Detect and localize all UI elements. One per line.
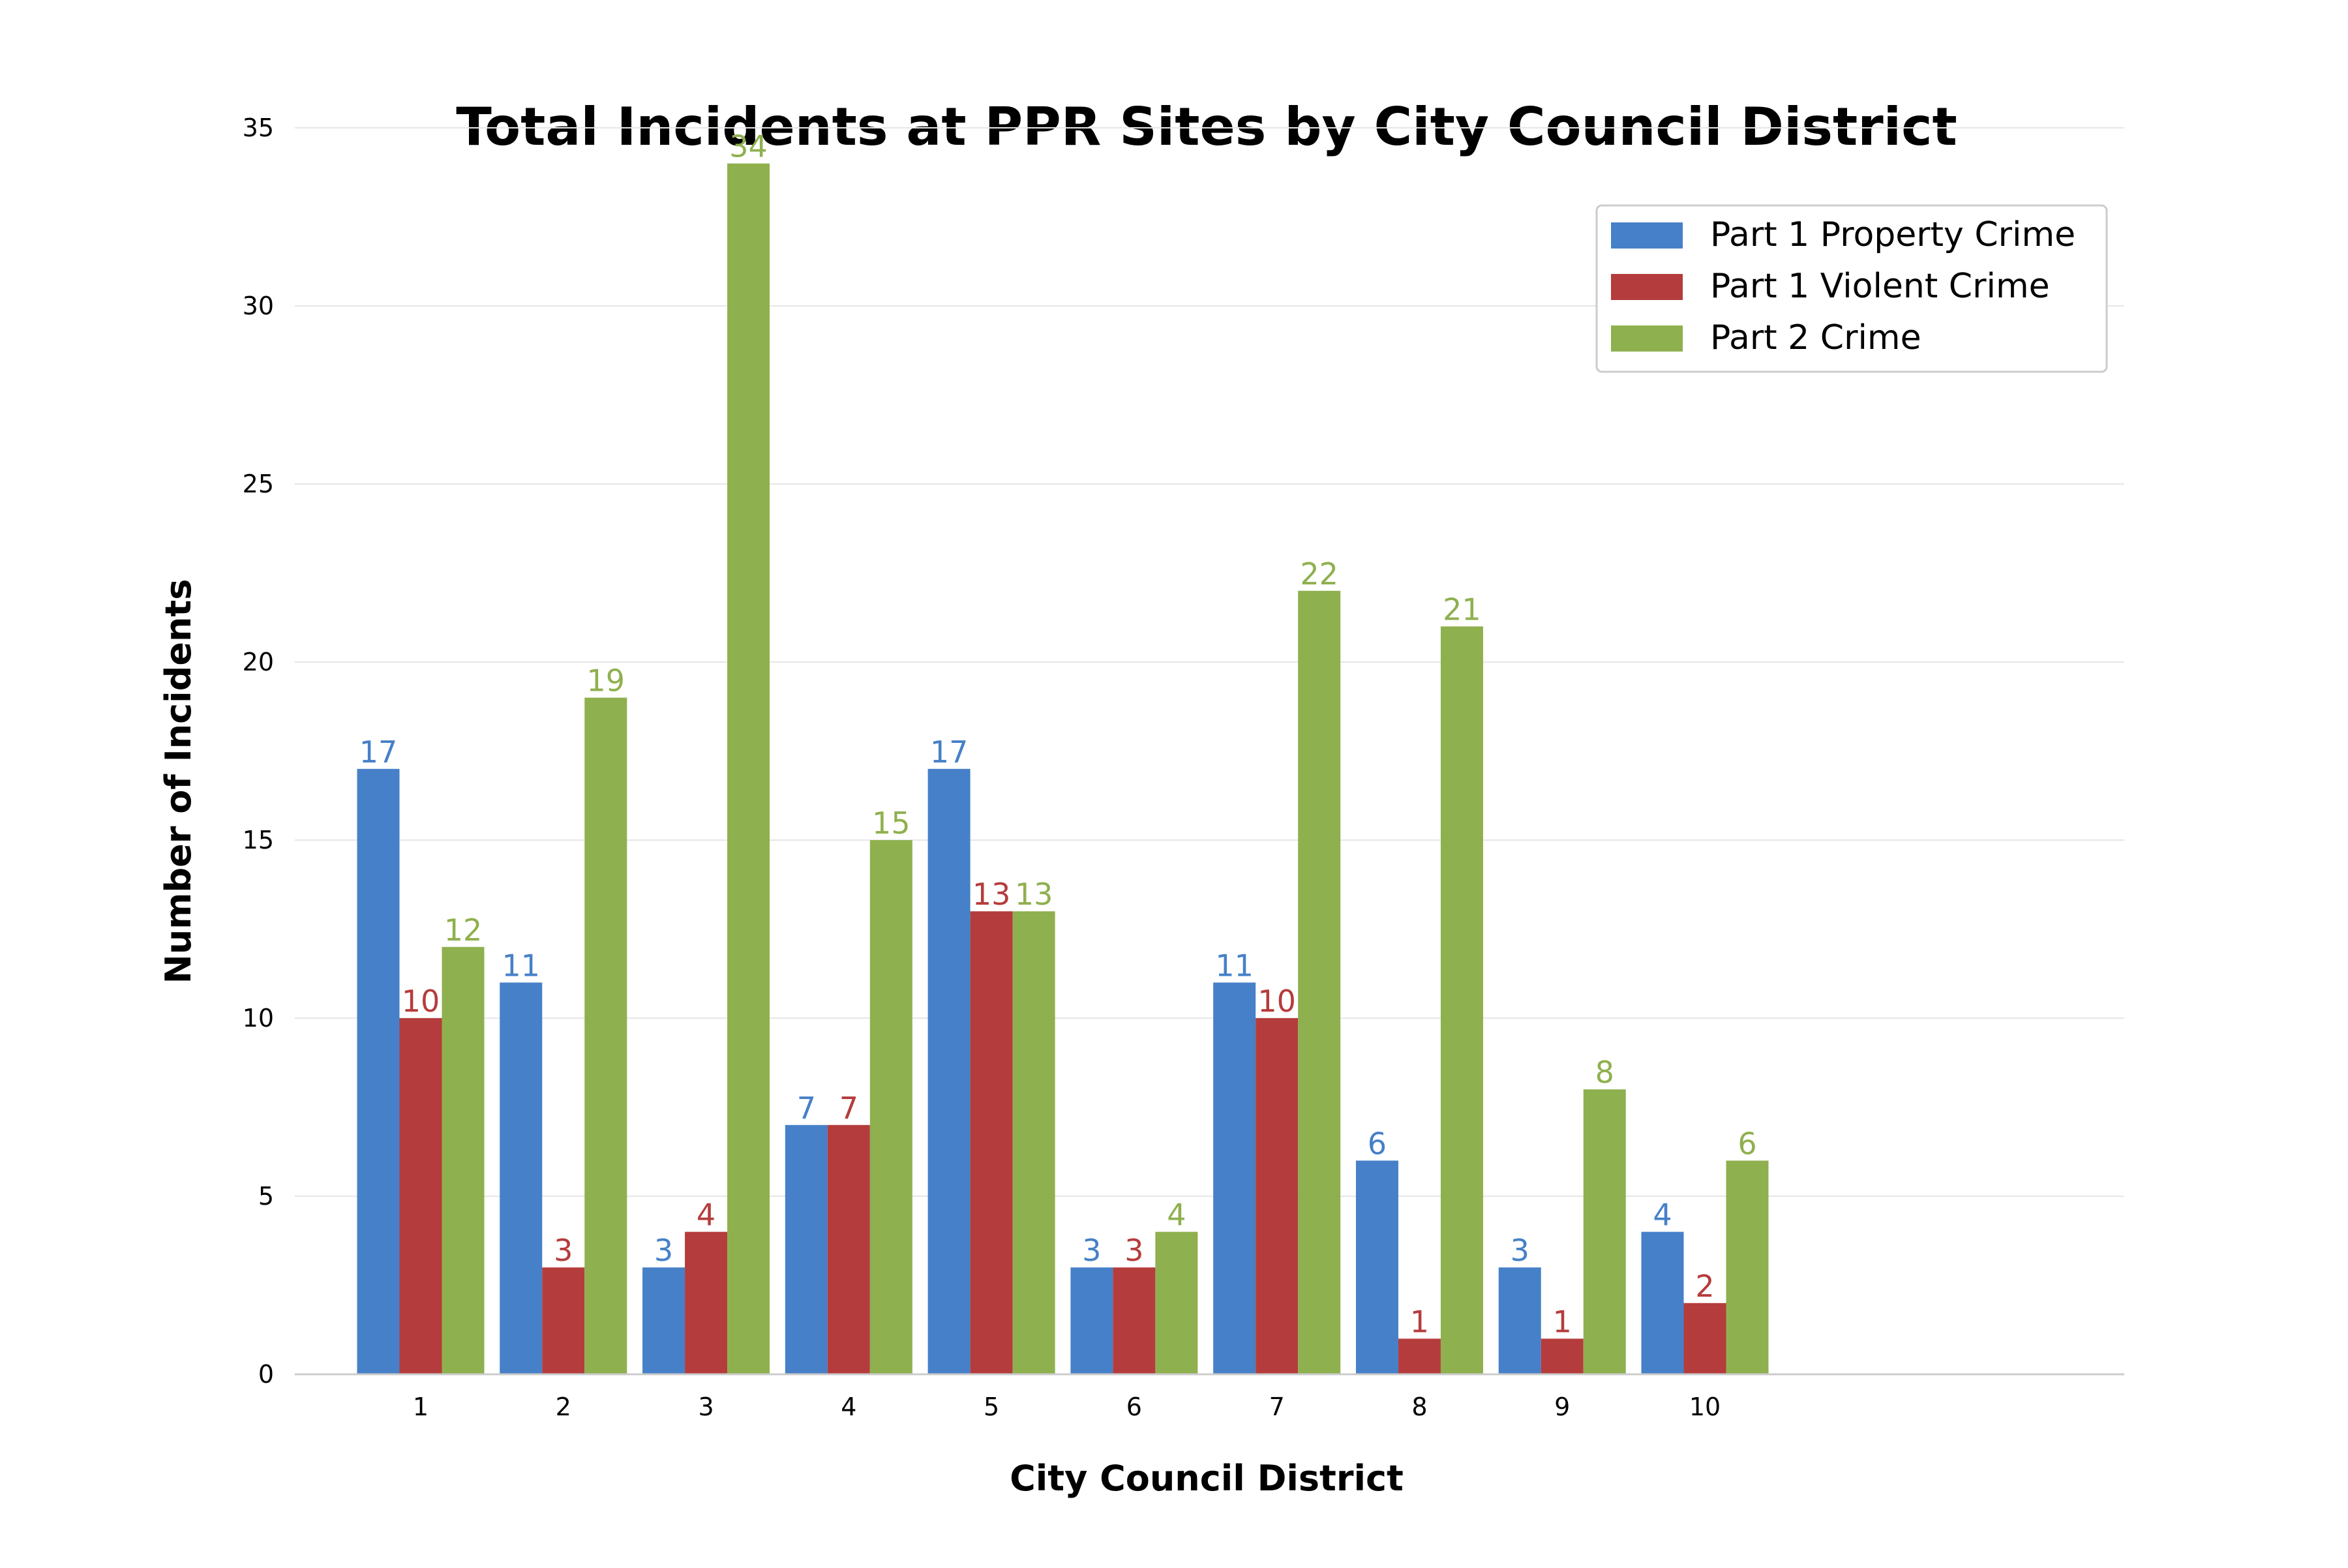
- x-tick-label: 6: [1126, 1393, 1142, 1421]
- bar-value-label: 21: [1443, 592, 1481, 627]
- chart-title: Total Incidents at PPR Sites by City Cou…: [456, 97, 1957, 157]
- legend-label: Part 1 Violent Crime: [1710, 267, 2050, 306]
- legend-box: [1595, 204, 2108, 373]
- x-tick-label: 9: [1554, 1393, 1570, 1421]
- bar: [584, 697, 627, 1374]
- legend-label: Part 2 Crime: [1710, 318, 1921, 357]
- bar: [785, 1124, 828, 1374]
- bar: [500, 982, 543, 1374]
- bar: [1256, 1018, 1299, 1374]
- bar-value-label: 6: [1738, 1126, 1756, 1161]
- bar-value-label: 10: [402, 984, 440, 1019]
- bar-value-label: 34: [729, 129, 768, 164]
- bar-value-label: 15: [872, 806, 911, 841]
- legend-swatch: [1611, 274, 1683, 300]
- bar-value-label: 6: [1368, 1126, 1387, 1161]
- bar-value-label: 10: [1257, 984, 1296, 1019]
- legend: Part 1 Property Crime Part 1 Violent Crim…: [1595, 204, 2108, 373]
- bar-value-label: 4: [1653, 1198, 1672, 1233]
- bar-value-label: 7: [797, 1091, 816, 1126]
- bar-value-label: 11: [502, 948, 541, 983]
- y-axis-title: Number of Incidents: [158, 579, 199, 984]
- bar: [970, 911, 1013, 1374]
- bar: [1440, 626, 1483, 1374]
- bar: [399, 1018, 442, 1374]
- y-tick-label: 35: [243, 113, 274, 142]
- bar: [1726, 1160, 1769, 1374]
- bar-value-label: 22: [1300, 556, 1338, 592]
- bar-value-label: 3: [554, 1233, 573, 1268]
- x-axis-title: City Council District: [1010, 1458, 1404, 1499]
- bar-value-label: 3: [1124, 1233, 1143, 1268]
- bar: [1155, 1231, 1198, 1374]
- y-tick-label: 10: [243, 1004, 274, 1033]
- bar-value-label: 11: [1215, 948, 1254, 983]
- bars: [357, 163, 1769, 1375]
- bar: [1641, 1231, 1684, 1374]
- bar-value-label: 13: [1015, 877, 1053, 912]
- y-tick-label: 25: [243, 470, 274, 498]
- y-tick-label: 5: [258, 1182, 274, 1211]
- x-tick-label: 1: [413, 1393, 429, 1421]
- bar: [827, 1124, 870, 1374]
- bar: [442, 946, 485, 1374]
- legend-swatch: [1611, 325, 1683, 352]
- bar-value-label: 17: [359, 734, 398, 770]
- y-tick-label: 0: [258, 1360, 274, 1389]
- bar: [1113, 1267, 1156, 1374]
- bar: [1298, 590, 1341, 1374]
- bar: [1070, 1267, 1113, 1374]
- bar-value-label: 13: [972, 877, 1011, 912]
- y-tick-label: 15: [243, 826, 274, 854]
- bar: [1498, 1267, 1541, 1374]
- bar-value-label: 4: [697, 1198, 715, 1233]
- bar-value-label: 17: [930, 734, 969, 770]
- bar: [357, 768, 400, 1374]
- bar: [727, 163, 770, 1375]
- bar-value-label: 1: [1553, 1304, 1572, 1339]
- bar: [1355, 1160, 1398, 1374]
- bar-value-label: 3: [1511, 1233, 1529, 1268]
- bar: [1012, 911, 1055, 1374]
- bar-value-label: 12: [444, 912, 483, 948]
- bar: [642, 1267, 685, 1374]
- x-tick-label: 10: [1689, 1393, 1721, 1421]
- bar-value-label: 3: [1082, 1233, 1101, 1268]
- x-tick-label: 8: [1411, 1393, 1427, 1421]
- bar: [1541, 1338, 1584, 1374]
- x-tick-label: 2: [556, 1393, 571, 1421]
- bar-value-label: 4: [1167, 1198, 1186, 1233]
- bar: [1583, 1089, 1626, 1374]
- legend-swatch: [1611, 222, 1683, 249]
- bar-value-label: 19: [587, 663, 625, 699]
- bar-value-label: 8: [1595, 1055, 1614, 1090]
- x-tick-label: 7: [1269, 1393, 1285, 1421]
- bar: [685, 1231, 728, 1374]
- bar-value-label: 1: [1410, 1304, 1429, 1339]
- bar: [869, 840, 912, 1374]
- x-tick-label: 3: [698, 1393, 714, 1421]
- bar: [1683, 1303, 1726, 1374]
- y-tick-label: 30: [243, 292, 274, 320]
- bar: [542, 1267, 585, 1374]
- bar: [927, 768, 971, 1374]
- x-tick-label: 5: [984, 1393, 999, 1421]
- y-tick-label: 20: [243, 648, 274, 676]
- bar-value-label: 7: [839, 1091, 858, 1126]
- bar-value-label: 2: [1695, 1269, 1714, 1304]
- bar-value-label: 3: [654, 1233, 673, 1268]
- bar: [1213, 982, 1256, 1374]
- x-tick-label: 4: [841, 1393, 856, 1421]
- legend-label: Part 1 Property Crime: [1710, 215, 2075, 254]
- bar: [1398, 1338, 1441, 1374]
